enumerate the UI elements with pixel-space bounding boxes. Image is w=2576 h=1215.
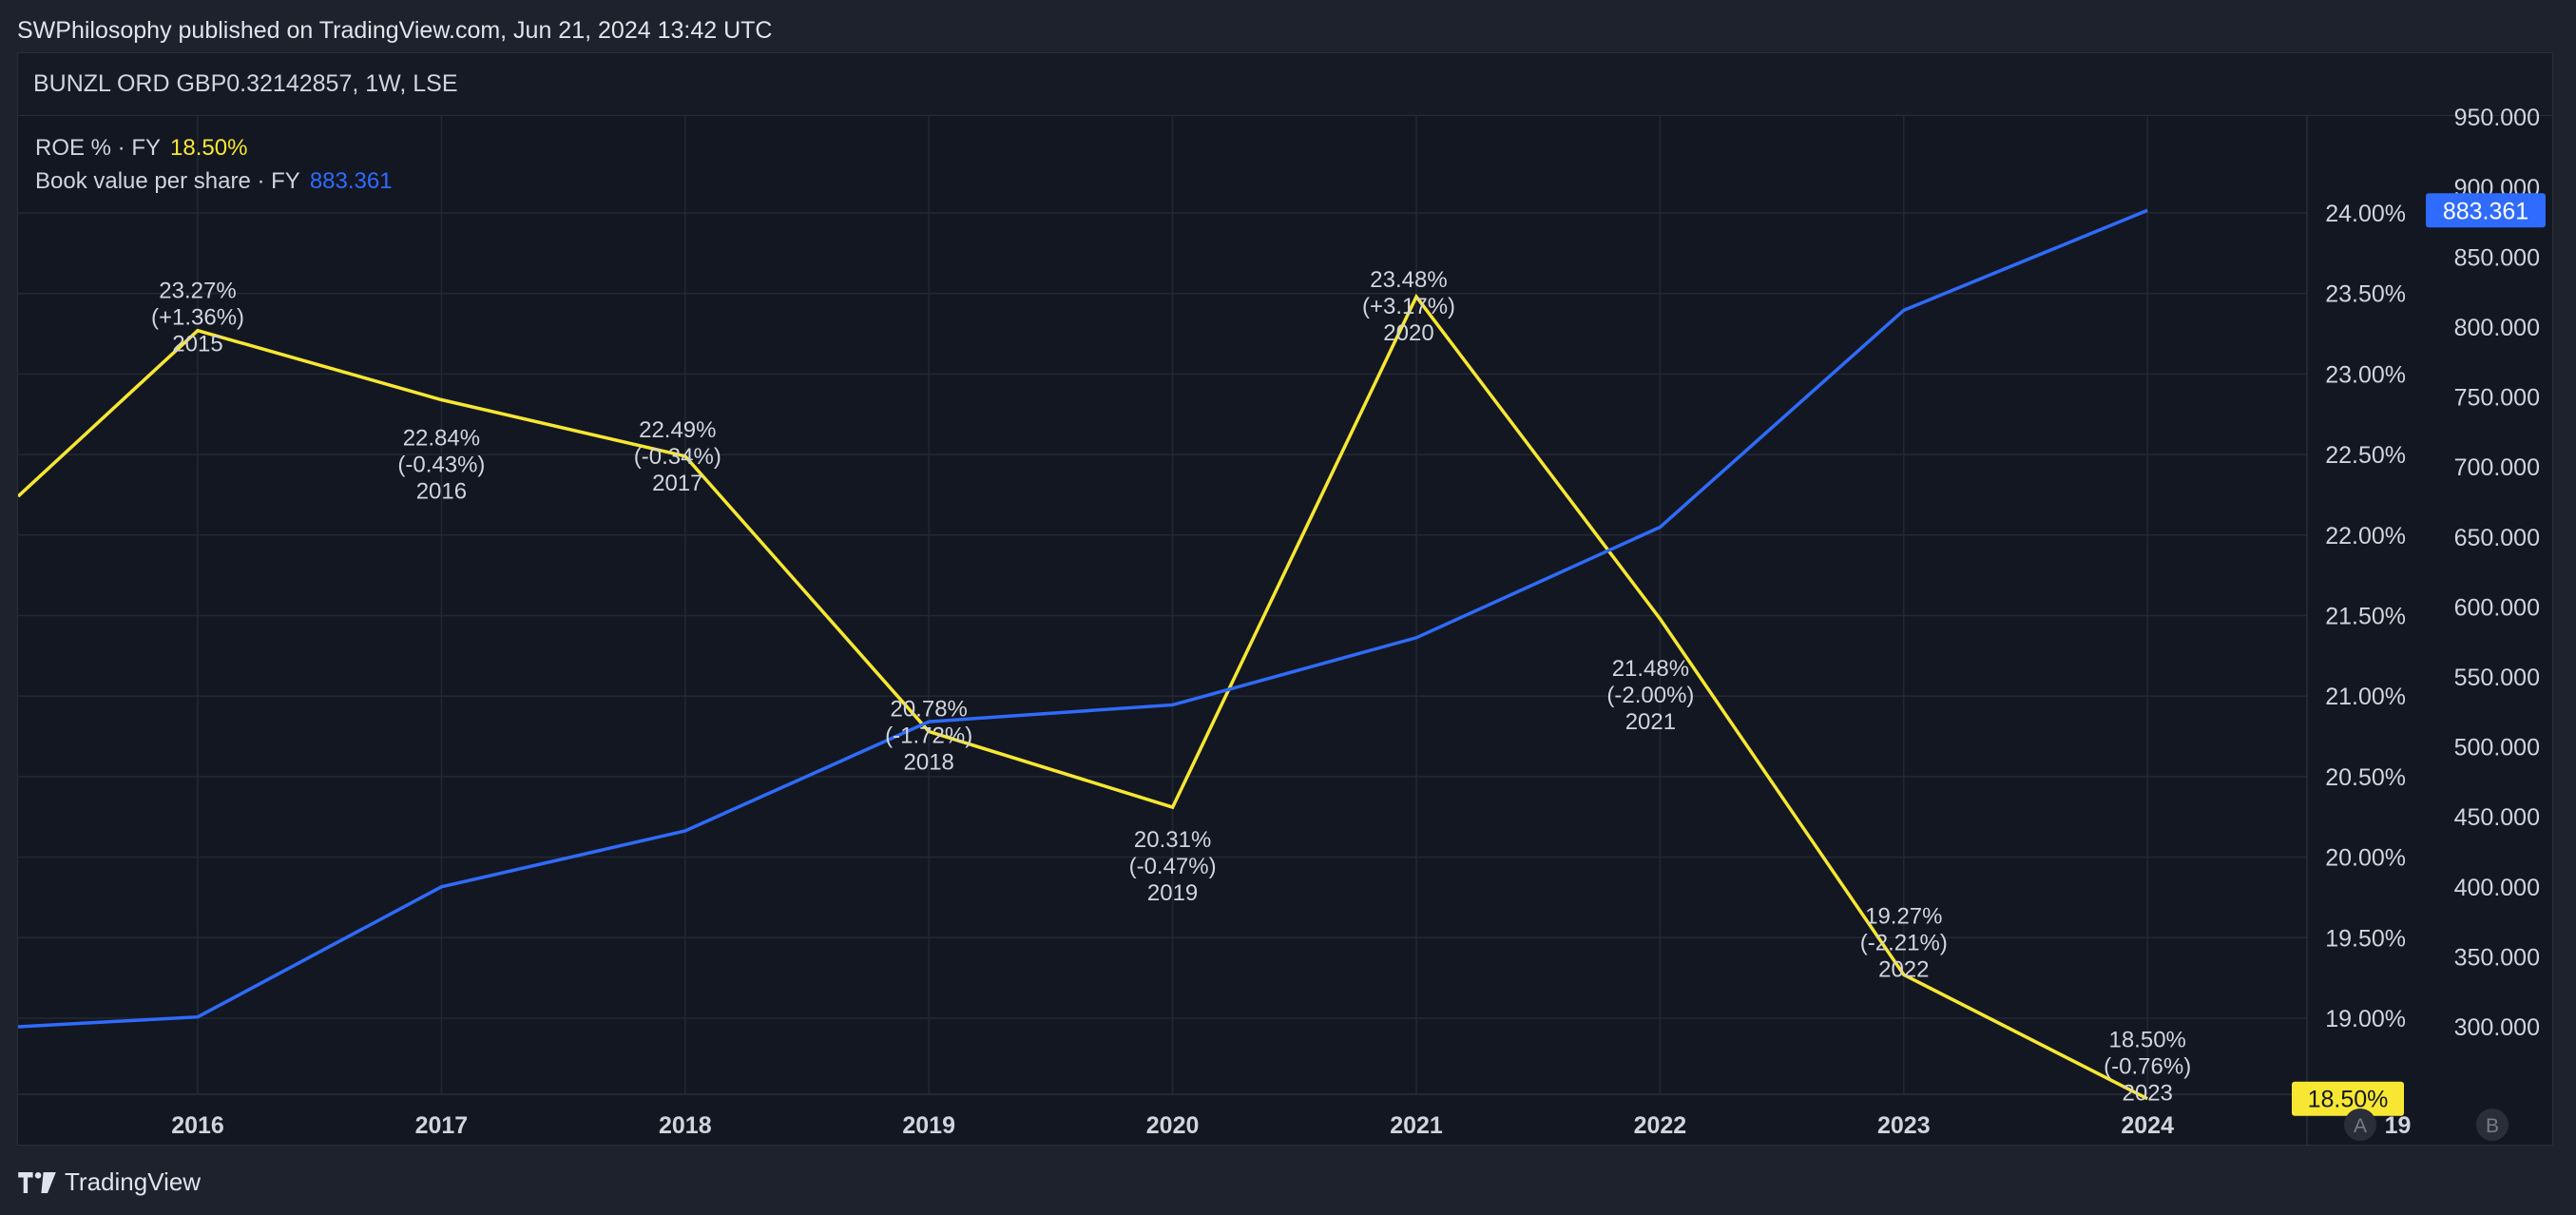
legend-row-roe[interactable]: ROE % · FY 18.50% xyxy=(35,131,393,164)
roe-data-label: 22.84% xyxy=(403,426,480,452)
roe-axis-tick-label: 21.00% xyxy=(2325,684,2406,710)
x-tick-label: 2023 xyxy=(1877,1112,1931,1139)
roe-axis-tick-label: 20.00% xyxy=(2325,845,2406,872)
scale-button-label: A xyxy=(2354,1115,2367,1137)
roe-last-value-badge xyxy=(2292,1081,2404,1116)
roe-data-label: 2018 xyxy=(904,749,954,775)
symbol-bar: BUNZL ORD GBP0.32142857, 1W, LSE xyxy=(18,53,2552,116)
roe-data-label: 18.50% xyxy=(2108,1028,2185,1053)
x-tick-label: 19 xyxy=(2385,1112,2412,1139)
bv-axis-tick-label: 950.000 xyxy=(2454,105,2540,131)
x-tick-label: 2018 xyxy=(659,1112,712,1139)
roe-axis-tick-label: 19.50% xyxy=(2325,925,2406,952)
x-tick-label: 2022 xyxy=(1634,1112,1687,1139)
bv-axis-tick-label: 750.000 xyxy=(2454,385,2540,412)
roe-data-label: 21.48% xyxy=(1612,656,1689,682)
roe-data-label: (-2.21%) xyxy=(1860,930,1948,955)
roe-data-label: (+3.17%) xyxy=(1362,294,1455,319)
tradingview-logo-icon xyxy=(18,1171,56,1193)
x-tick-label: 2016 xyxy=(171,1112,224,1139)
scale-button-label: B xyxy=(2486,1115,2499,1137)
roe-axis-tick-label: 19.00% xyxy=(2325,1006,2406,1032)
x-tick-label: 2019 xyxy=(902,1112,955,1139)
roe-data-label: 23.48% xyxy=(1370,267,1447,293)
scale-button-b[interactable] xyxy=(2476,1109,2509,1141)
bv-axis-tick-label: 800.000 xyxy=(2454,315,2540,341)
footer-brand: TradingView xyxy=(65,1167,202,1196)
x-tick-label: 2024 xyxy=(2121,1112,2174,1139)
roe-data-label: 2019 xyxy=(1147,880,1198,906)
chart-canvas[interactable]: 2016 2017 2018 2019 2020 2021 2022 2023 2024 19 24… xyxy=(18,53,2554,1147)
roe-data-label: 2020 xyxy=(1383,320,1433,346)
roe-data-label: 2022 xyxy=(1878,956,1929,982)
footer: TradingView xyxy=(17,1167,201,1197)
legend-bv-label: Book value per share · FY xyxy=(35,168,300,194)
roe-axis-tick-label: 21.50% xyxy=(2325,604,2406,630)
bv-axis-tick-label: 450.000 xyxy=(2454,804,2540,831)
x-tick-label: 2017 xyxy=(415,1112,469,1139)
legend-roe-label: ROE % · FY xyxy=(35,135,162,161)
legend: ROE % · FY 18.50% Book value per share · … xyxy=(35,131,393,198)
roe-data-label: (-1.72%) xyxy=(885,723,972,748)
roe-data-label: 22.49% xyxy=(639,417,716,443)
roe-data-label: 2015 xyxy=(172,332,222,357)
x-tick-label: 2021 xyxy=(1390,1112,1443,1139)
roe-data-label: 2021 xyxy=(1625,709,1676,735)
bv-axis-tick-label: 300.000 xyxy=(2454,1014,2540,1041)
roe-data-label: 19.27% xyxy=(1865,903,1942,929)
bv-axis-tick-label: 350.000 xyxy=(2454,944,2540,971)
symbol-title[interactable]: BUNZL ORD GBP0.32142857, 1W, LSE xyxy=(33,70,458,97)
bv-last-value-badge xyxy=(2426,193,2546,228)
bv-axis-tick-label: 600.000 xyxy=(2454,594,2540,621)
publisher-line: SWPhilosophy published on TradingView.co… xyxy=(17,17,773,44)
roe-axis-tick-label: 22.00% xyxy=(2325,523,2406,550)
bv-axis-tick-label: 500.000 xyxy=(2454,735,2540,762)
x-tick-label: 2020 xyxy=(1146,1112,1200,1139)
roe-series-line[interactable] xyxy=(18,293,2148,1101)
roe-data-label: 2023 xyxy=(2123,1081,2173,1107)
roe-axis-tick-label: 22.50% xyxy=(2325,442,2406,469)
roe-data-label: 2016 xyxy=(416,479,467,505)
roe-axis-tick-label: 23.00% xyxy=(2325,361,2406,388)
roe-axis-tick-label: 23.50% xyxy=(2325,281,2406,308)
roe-data-label: (-2.00%) xyxy=(1606,683,1694,708)
legend-row-book-value[interactable]: Book value per share · FY 883.361 xyxy=(35,164,393,198)
bv-axis-tick-label: 550.000 xyxy=(2454,665,2540,691)
roe-data-label: (+1.36%) xyxy=(151,305,244,331)
bv-axis-tick-label: 850.000 xyxy=(2454,244,2540,271)
roe-last-value-text: 18.50% xyxy=(2308,1087,2389,1113)
legend-roe-value: 18.50% xyxy=(170,135,248,161)
roe-data-label: 20.78% xyxy=(890,696,967,722)
bv-last-value-text: 883.361 xyxy=(2443,198,2528,224)
legend-bv-value: 883.361 xyxy=(309,168,393,194)
scale-button-a[interactable] xyxy=(2344,1109,2376,1141)
roe-data-label: 20.31% xyxy=(1134,827,1211,853)
roe-axis-tick-label: 20.50% xyxy=(2325,764,2406,791)
bv-axis-tick-label: 400.000 xyxy=(2454,875,2540,901)
book-value-series-line[interactable] xyxy=(18,208,2148,1029)
roe-data-label: 2017 xyxy=(652,471,702,496)
bv-axis-tick-label: 650.000 xyxy=(2454,525,2540,551)
roe-data-label: 23.27% xyxy=(159,279,236,304)
roe-axis-tick-label: 24.00% xyxy=(2325,201,2406,227)
bv-axis-tick-label: 700.000 xyxy=(2454,454,2540,481)
chart-panel: BUNZL ORD GBP0.32142857, 1W, LSE 2016 201… xyxy=(17,52,2553,1146)
roe-data-label: (-0.76%) xyxy=(2104,1054,2191,1080)
roe-data-label: (-0.43%) xyxy=(397,453,485,478)
roe-data-label: (-0.34%) xyxy=(634,444,721,470)
roe-data-label: (-0.47%) xyxy=(1129,854,1217,879)
